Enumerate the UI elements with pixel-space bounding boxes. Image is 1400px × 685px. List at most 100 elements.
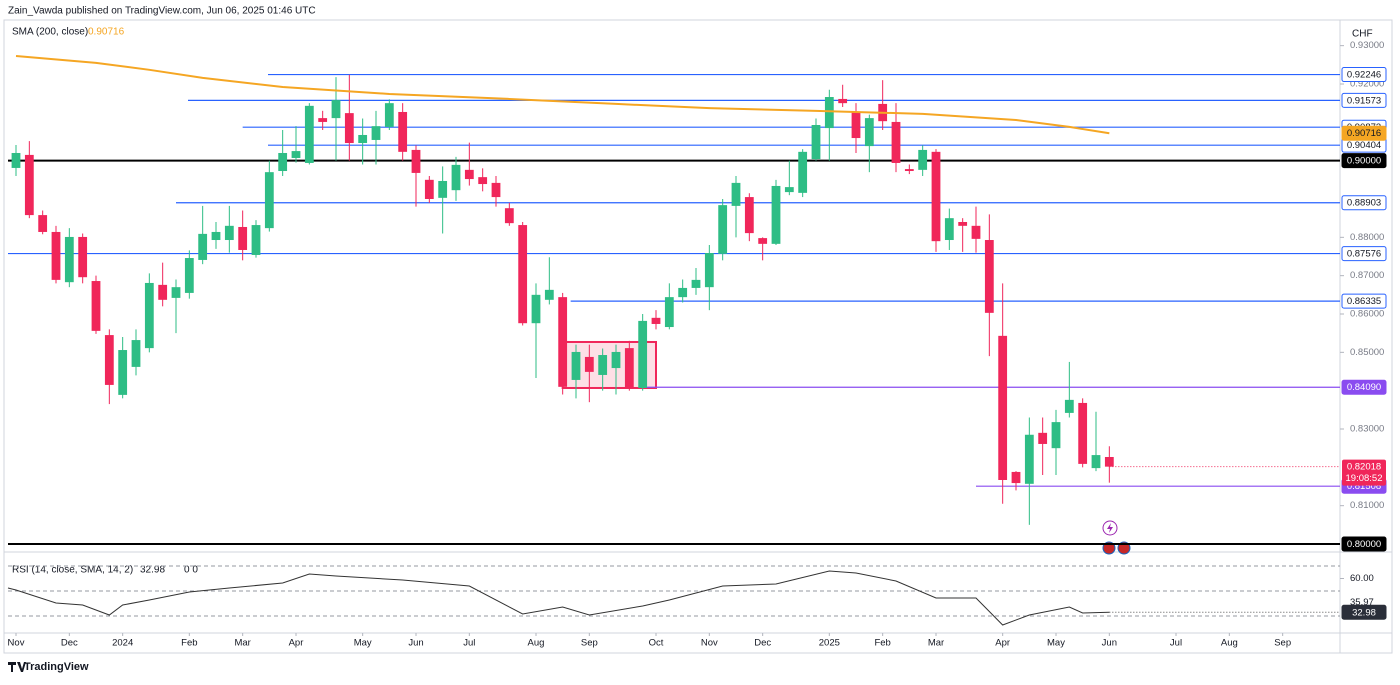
price-label-box [1341,125,1387,141]
candle-body [598,355,608,375]
y-tick-label: 0.86000 [1350,309,1384,320]
price-label: 32.98 [1352,607,1376,618]
price-label: 0.90716 [1347,128,1381,139]
candle-body [944,218,954,241]
last-price: 0.82018 [1347,462,1381,473]
candle-body [371,126,381,140]
x-tick-label: Dec [61,638,78,649]
y-tick-label: 0.87000 [1350,270,1384,281]
candle-body [678,287,688,298]
candle-body [664,297,674,328]
candle-body [571,351,581,380]
price-label-box [1341,536,1387,552]
candle-body [424,179,434,199]
candle-body [384,103,394,127]
frame [3,19,1393,654]
candle-body [198,233,208,260]
candle-body [838,98,848,104]
candle-body [611,351,621,369]
candle-body [851,111,861,139]
candle-body [744,197,754,234]
candle-body [264,172,274,229]
candle-body [544,289,554,300]
candle-body [518,225,528,324]
candle-body [891,121,901,163]
price-label: 0.90000 [1347,156,1381,167]
rsi-line [7,570,1110,626]
y-tick-label: 60.00 [1350,573,1374,584]
candle-body [1051,422,1061,449]
candle-body [24,154,34,216]
currency: CHF [1352,29,1373,40]
price-label-box [1341,92,1387,108]
y-tick-label: 0.88000 [1350,232,1384,243]
y-tick-label: 0.83000 [1350,424,1384,435]
x-tick-label: Apr [289,638,304,649]
price-label: 0.86335 [1347,296,1381,307]
price-label-box [1341,67,1387,83]
candle-body [798,151,808,193]
candle-body [184,258,194,293]
x-tick-label: Mar [234,638,250,649]
y-tick-label: 0.92000 [1350,79,1384,90]
sma-legend: SMA (200, close) [12,27,88,38]
candle-body [304,105,314,163]
x-tick-label: Apr [995,638,1010,649]
candle-body [824,97,834,129]
candle-body [1078,402,1088,464]
x-tick-label: Aug [528,638,545,649]
price-label-box [1341,604,1387,620]
candle-body [918,149,928,170]
x-tick-label: Nov [8,638,25,649]
candle-body [731,182,741,206]
candle-body [691,279,701,288]
price-label: 0.92246 [1347,70,1381,81]
candle-body [224,225,234,241]
candle-body [478,177,488,185]
candle-body [398,111,408,152]
event-icon-bolt [1107,523,1113,533]
y-tick-label: 0.81000 [1350,500,1384,511]
candle-body [504,208,514,224]
candle-body [104,335,114,385]
x-tick-label: Oct [649,638,664,649]
candle-body [64,236,74,283]
candle-body [704,253,714,288]
x-tick-label: Nov [701,638,718,649]
rsi-title: RSI (14, close, SMA, 14, 2) [12,565,133,576]
candle-body [1024,434,1034,484]
candle-body [411,149,421,173]
candle-body [451,164,461,191]
candle-body [38,215,48,232]
price-label: 0.91573 [1347,95,1381,106]
brand-name: TradingView [24,661,89,673]
candle-body [171,287,181,298]
x-tick-label: Jul [1170,638,1182,649]
candle-body [1038,432,1048,444]
candle-body [931,151,941,242]
price-label-box [1341,195,1387,211]
candle-body [1064,399,1074,413]
candle-body [531,294,541,324]
brand-logo [8,662,26,672]
x-tick-label: Jun [1102,638,1117,649]
price-label-box [1341,293,1387,309]
countdown: 19:08:52 [1346,473,1383,484]
candle-body [584,356,594,372]
candle-body [811,125,821,160]
price-label: 0.88903 [1347,198,1381,209]
price-label-box [1341,153,1387,169]
price-label: 0.81508 [1347,481,1381,492]
candle-body [51,231,61,280]
sma-line [15,55,1110,135]
sma-legend-value: 0.90716 [88,27,125,38]
candle-body [984,240,994,313]
rsi-ma-label: 35.97 [1350,597,1374,608]
candle-body [251,225,261,255]
candle-body [118,350,128,395]
candle-body [1011,471,1021,484]
candle-body [238,226,248,250]
candle-body [344,113,354,144]
